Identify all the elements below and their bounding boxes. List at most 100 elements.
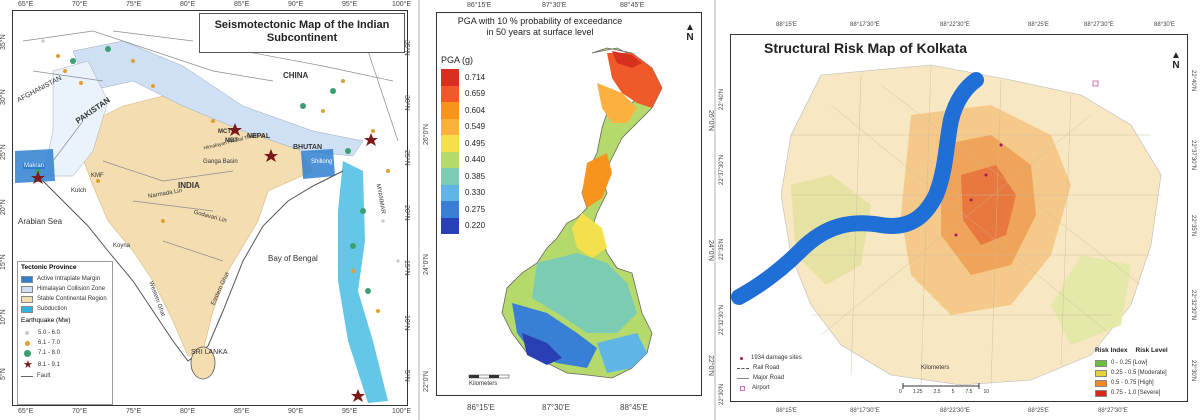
right-tick: 24°0'N [707,240,714,261]
legend-rail-road: Rail Road [737,363,827,373]
scale-value: 2.5 [933,389,941,395]
right-tick: 5°N [403,370,410,382]
risk-level-label: 0.25 - 0.5 [Moderate] [1111,370,1167,376]
scale-value: 1.25 [912,389,923,395]
dot-icon [25,340,30,346]
legend-eq-4: ★ 8.1 - 9.1 [21,358,109,371]
seismotectonic-map-title: Seismotectonic Map of the Indian Subcont… [199,13,405,53]
risk-level-row: 0.75 - 1.0 [Severe] [1095,388,1187,398]
legend-subduction: Subduction [21,304,109,314]
risk-level-legend: Risk Index Risk Level 0 - 0.25 [Low] 0.2… [1095,347,1187,398]
left-tick: 22°35'N [719,238,725,260]
north-arrow-icon: ▲ N [1171,50,1181,71]
label-arabian-sea: Arabian Sea [18,217,63,226]
legend-label: Himalayan Collision Zone [37,286,106,292]
earthquake-legend-title: Earthquake (Mw) [21,317,71,324]
risk-scale-values: 0 1.25 2.5 5 7.5 10 [899,389,989,395]
pga-value: 0.275 [465,204,486,214]
bottom-tick: 65°E [18,408,34,415]
fault-line-icon [21,375,33,377]
left-tick: 15°N [0,254,7,270]
swatch [441,135,459,152]
pga-map-panel: PGA with 10 % probability of exceedance … [422,0,716,420]
label-china: CHINA [283,71,309,80]
swatch [1095,389,1107,397]
pga-value: 0.330 [465,188,486,198]
left-tick: 22°37'30"N [719,154,725,185]
label-shillong: Shillong [311,159,333,165]
seismotectonic-legend: Tectonic Province Active Intraplate Marg… [17,261,113,405]
bottom-tick: 88°17'30"E [850,408,880,414]
label-bhutan: BHUTAN [293,144,323,151]
top-tick: 86°15'E [467,2,492,9]
left-tick: 10°N [0,309,7,325]
pga-value: 0.385 [465,171,486,181]
legend-label: 7.1 - 8.0 [38,350,61,356]
bottom-tick: 95°E [342,408,358,415]
right-tick: 22°40'N [1190,70,1196,92]
bottom-tick: 70°E [72,408,88,415]
pga-level-row: 0.495 [441,135,501,152]
legend-fault: Fault [21,371,109,381]
left-tick: 25°N [0,144,7,160]
left-tick: 22°40'N [719,88,725,110]
top-tick: 85°E [234,1,250,8]
bottom-tick: 87°30'E [542,403,570,412]
label-kmf: KMF [91,173,104,179]
pga-value: 0.604 [465,105,486,115]
left-tick: 22°0'N [423,371,430,392]
right-tick: 22°30'N [1190,360,1196,382]
pga-level-row: 0.440 [441,151,501,168]
label-india: INDIA [178,181,200,190]
right-tick: 10°N [403,315,410,331]
legend-label: 1934 damage sites [751,355,802,361]
top-tick: 88°25'E [1028,22,1049,28]
risk-legend-header: Risk Index Risk Level [1095,347,1187,358]
risk-scale-label: Kilometers [921,365,950,371]
pga-level-row: 0.659 [441,85,501,102]
pga-legend: PGA (g) 0.714 0.659 0.604 0.549 0.495 0.… [441,55,501,234]
label-koyna: Koyna [113,243,131,249]
risk-map-graphic [731,35,1187,401]
swatch [1095,379,1107,387]
pga-value: 0.714 [465,72,486,82]
swatch [21,295,33,303]
top-tick: 90°E [288,1,304,8]
pga-value: 0.440 [465,155,486,165]
legend-label: Stable Continental Region [37,296,107,302]
right-tick: 35°N [403,40,410,56]
top-tick: 88°27'30"E [1084,22,1114,28]
swatch [441,168,459,185]
pga-value: 0.495 [465,138,486,148]
swatch [441,85,459,102]
right-tick: 22°37'30"N [1190,140,1196,171]
pga-level-row: 0.604 [441,102,501,119]
legend-damage-sites: 1934 damage sites [737,353,827,363]
bottom-tick: 75°E [126,408,142,415]
pga-legend-title: PGA (g) [441,55,474,65]
legend-active-intraplate: Active Intraplate Margin [21,274,109,284]
swatch [1095,369,1107,377]
label-bay-of-bengal: Bay of Bengal [268,254,318,263]
risk-level-row: 0.5 - 0.75 [High] [1095,378,1187,388]
risk-map-panel: ▲ N 1934 damage sites Rail Road Major Roa… [718,0,1200,420]
scale-value: 10 [983,389,989,395]
bottom-tick: 100°E [392,408,412,415]
seismotectonic-map-panel: Seismotectonic Map of the Indian Subcont… [0,0,420,420]
dot-icon [740,356,743,360]
risk-level-row: 0.25 - 0.5 [Moderate] [1095,368,1187,378]
pga-scale-label: Kilometers [469,381,498,387]
pga-value: 0.220 [465,221,486,231]
legend-eq-2: 6.1 - 7.0 [21,338,109,348]
legend-label: Rail Road [753,365,780,371]
top-tick: 95°E [342,1,358,8]
bottom-tick: 90°E [288,408,304,415]
dot-icon [25,331,29,335]
pga-level-row: 0.385 [441,168,501,185]
pga-value: 0.549 [465,122,486,132]
scale-value: 7.5 [965,389,973,395]
road-line-icon [737,377,749,379]
risk-level-header: Risk Level [1135,347,1168,354]
legend-eq-3: 7.1 - 8.0 [21,348,109,358]
top-tick: 87°30'E [542,2,567,9]
